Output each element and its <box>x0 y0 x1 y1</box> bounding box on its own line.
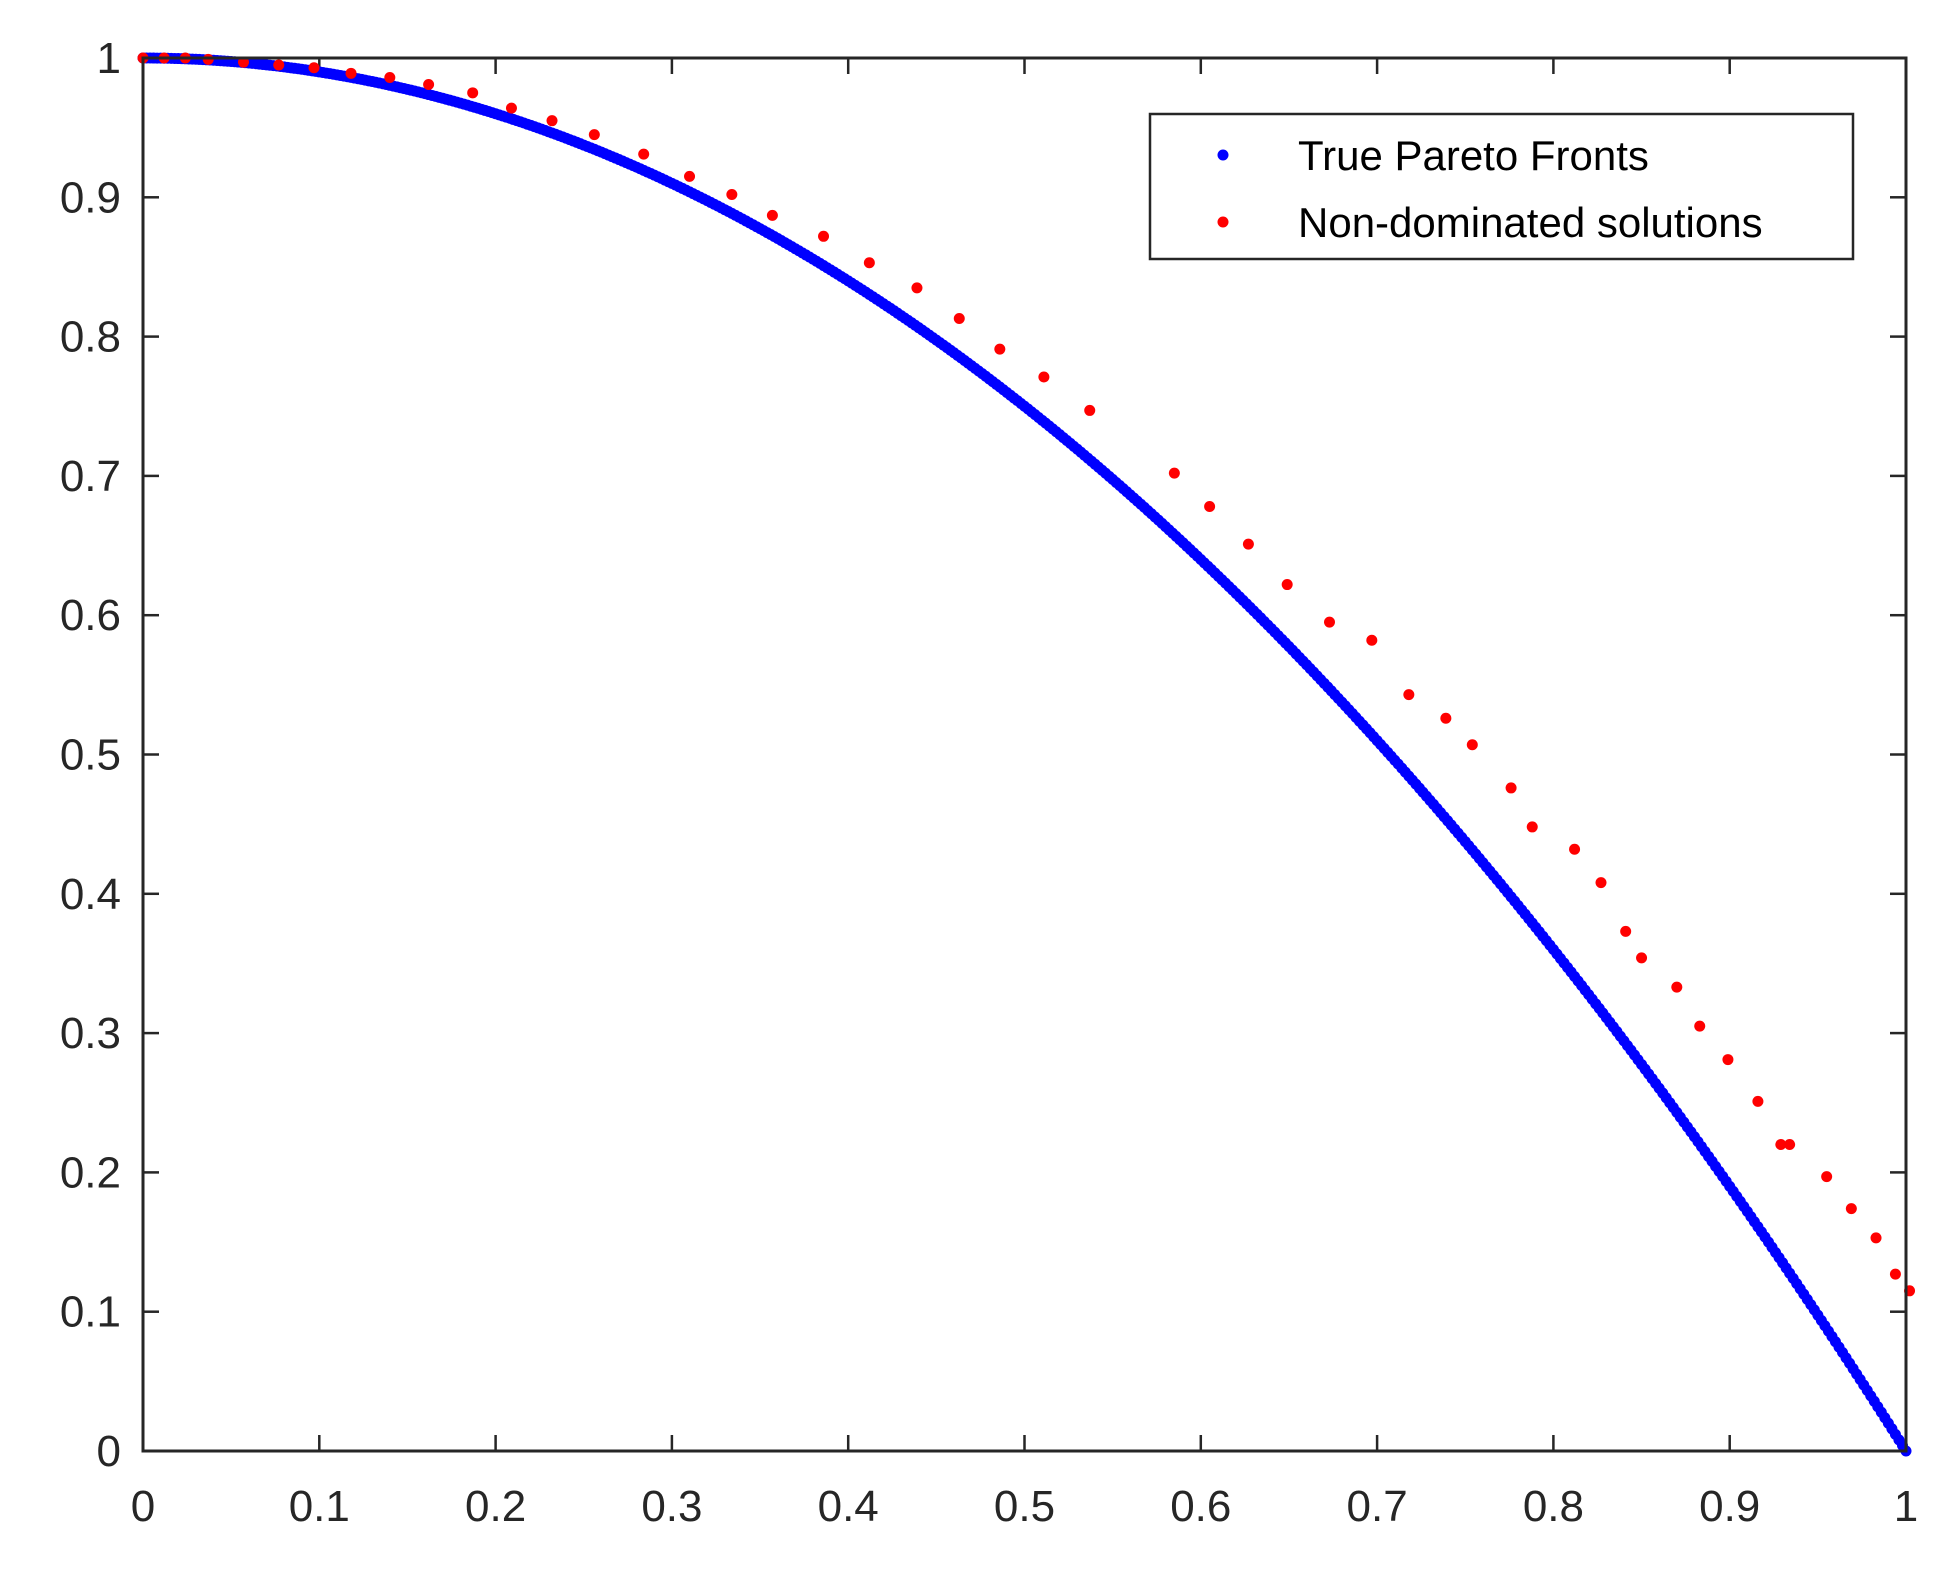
non-dominated-point <box>863 257 875 269</box>
non-dominated-point <box>684 170 696 182</box>
non-dominated-series <box>137 52 1916 1297</box>
non-dominated-point <box>546 115 558 127</box>
non-dominated-point <box>1440 712 1452 724</box>
legend-box <box>1148 112 1855 261</box>
non-dominated-point <box>1889 1268 1901 1280</box>
non-dominated-point <box>1870 1232 1882 1244</box>
non-dominated-point <box>766 209 778 221</box>
x-tick-label: 0.5 <box>994 1482 1055 1531</box>
y-tick-label: 0.5 <box>60 731 121 780</box>
non-dominated-point <box>726 189 738 201</box>
x-tick-label: 0 <box>131 1482 155 1531</box>
y-tick-label: 0.8 <box>60 313 121 362</box>
non-dominated-point <box>818 230 830 242</box>
legend: True Pareto Fronts Non-dominated solutio… <box>1148 112 1855 261</box>
non-dominated-point <box>1526 821 1538 833</box>
non-dominated-point <box>638 148 650 160</box>
y-tick-label: 0.1 <box>60 1288 121 1337</box>
non-dominated-point <box>273 59 285 71</box>
non-dominated-point <box>1281 579 1293 591</box>
y-tick-label: 0.3 <box>60 1009 121 1058</box>
non-dominated-point <box>1168 467 1180 479</box>
legend-marker-non-dominated-solutions <box>1217 216 1229 228</box>
non-dominated-point <box>911 282 923 294</box>
non-dominated-point <box>1569 843 1581 855</box>
x-tick-label: 0.7 <box>1347 1482 1408 1531</box>
non-dominated-point <box>1775 1139 1787 1151</box>
non-dominated-point <box>1784 1139 1796 1151</box>
y-tick-label: 0.6 <box>60 591 121 640</box>
plot-box <box>141 56 1908 1453</box>
plot-area <box>143 58 1906 1451</box>
legend-marker-true-pareto-fronts <box>1217 149 1229 161</box>
non-dominated-point <box>1845 1203 1857 1215</box>
x-tick-label: 0.6 <box>1170 1482 1231 1531</box>
y-tick-label: 1 <box>97 34 121 83</box>
y-tick-label: 0 <box>97 1427 121 1476</box>
non-dominated-point <box>994 343 1006 355</box>
non-dominated-point <box>1694 1020 1706 1032</box>
y-tick-label: 0.9 <box>60 173 121 222</box>
x-tick-label: 0.9 <box>1699 1482 1760 1531</box>
x-tick-label: 0.1 <box>289 1482 350 1531</box>
x-tick-label: 0.4 <box>818 1482 879 1531</box>
x-tick-label: 1 <box>1894 1482 1918 1531</box>
non-dominated-point <box>1636 952 1648 964</box>
x-tick-label: 0.3 <box>641 1482 702 1531</box>
x-tick-label: 0.2 <box>465 1482 526 1531</box>
non-dominated-point <box>1204 501 1216 513</box>
y-tick-label: 0.4 <box>60 870 121 919</box>
non-dominated-point <box>1466 739 1478 751</box>
y-tick-label: 0.7 <box>60 452 121 501</box>
non-dominated-point <box>1323 616 1335 628</box>
non-dominated-point <box>588 129 600 141</box>
non-dominated-point <box>1821 1171 1833 1183</box>
non-dominated-point <box>1722 1054 1734 1066</box>
non-dominated-point <box>1671 981 1683 993</box>
non-dominated-point <box>1505 782 1517 794</box>
legend-label-true-pareto-fronts: True Pareto Fronts <box>1298 132 1649 179</box>
non-dominated-point <box>1038 371 1050 383</box>
non-dominated-point <box>423 78 435 90</box>
axis-tick-labels: 0 0.1 0.2 0.3 0.4 0.5 0.6 0.7 0.8 0.9 1 0 0.1 0.2 0.3 0… <box>60 34 1918 1531</box>
non-dominated-point <box>1620 925 1632 937</box>
x-tick-label: 0.8 <box>1523 1482 1584 1531</box>
non-dominated-point <box>1242 538 1254 550</box>
y-tick-label: 0.2 <box>60 1148 121 1197</box>
non-dominated-point <box>1403 689 1415 701</box>
non-dominated-point <box>308 62 320 74</box>
legend-label-non-dominated-solutions: Non-dominated solutions <box>1298 199 1763 246</box>
non-dominated-point <box>505 102 517 114</box>
non-dominated-point <box>467 87 479 99</box>
non-dominated-point <box>384 72 396 84</box>
non-dominated-point <box>953 312 965 324</box>
non-dominated-point <box>1366 634 1378 646</box>
non-dominated-point <box>1084 404 1096 416</box>
non-dominated-point <box>1752 1095 1764 1107</box>
non-dominated-point <box>345 67 357 79</box>
non-dominated-point <box>1595 877 1607 889</box>
